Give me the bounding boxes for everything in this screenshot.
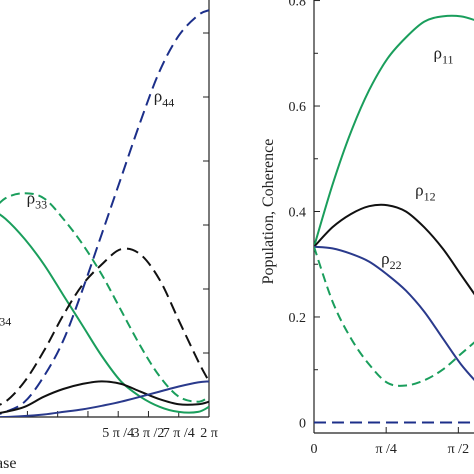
y-tick-label: 0.2 bbox=[289, 311, 307, 326]
curve-label-subscript: 22 bbox=[390, 258, 402, 272]
y-tick-label: 0 bbox=[299, 416, 306, 431]
x-tick-label: 5 π /4 bbox=[102, 426, 134, 441]
series-line bbox=[0, 380, 209, 414]
series-line bbox=[314, 246, 474, 387]
x-tick-label: 7 π /4 bbox=[163, 426, 195, 441]
curve-label-subscript: 44 bbox=[162, 96, 174, 110]
curve-label-subscript: 34 bbox=[0, 314, 11, 328]
series-line bbox=[0, 9, 209, 415]
x-axis-title: ase bbox=[0, 455, 16, 472]
y-tick-label: 0.4 bbox=[289, 206, 307, 221]
curve-label-subscript: 12 bbox=[424, 190, 436, 204]
series-line bbox=[0, 192, 209, 403]
y-tick-label: 0.6 bbox=[289, 100, 307, 115]
curve-label: ρ34 bbox=[0, 305, 11, 328]
y-axis-title: Population, Coherence bbox=[260, 139, 277, 285]
series-line bbox=[0, 247, 209, 406]
y-tick-label: 0.8 bbox=[289, 0, 307, 10]
series-line bbox=[314, 245, 474, 382]
curve-label: ρ11 bbox=[433, 44, 453, 67]
curve-label: ρ12 bbox=[415, 181, 435, 204]
x-tick-label: π /4 bbox=[375, 442, 396, 457]
series-line bbox=[0, 380, 209, 417]
curve-label-subscript: 33 bbox=[35, 197, 47, 211]
series-line bbox=[0, 213, 209, 414]
curve-label: ρ22 bbox=[381, 249, 401, 272]
right-panel: 0 π /4 π /2 0 0.2 0.4 0.6 0.8 Population, Cohere… bbox=[260, 0, 474, 457]
curve-label: ρ44 bbox=[154, 87, 174, 110]
left-panel: 5 π /43 π /27 π /4 2 π ase ρ44 ρ33 ρ34 bbox=[0, 0, 218, 472]
curve-label: ρ33 bbox=[27, 188, 47, 211]
curve-label-subscript: 11 bbox=[442, 53, 454, 67]
x-tick-label: π /2 bbox=[448, 442, 469, 457]
series-line bbox=[314, 14, 474, 248]
x-tick-label: 2 π bbox=[200, 426, 218, 441]
x-tick-label: 3 π /2 bbox=[132, 426, 164, 441]
series-line bbox=[314, 203, 474, 296]
x-tick-label: 0 bbox=[311, 442, 318, 457]
